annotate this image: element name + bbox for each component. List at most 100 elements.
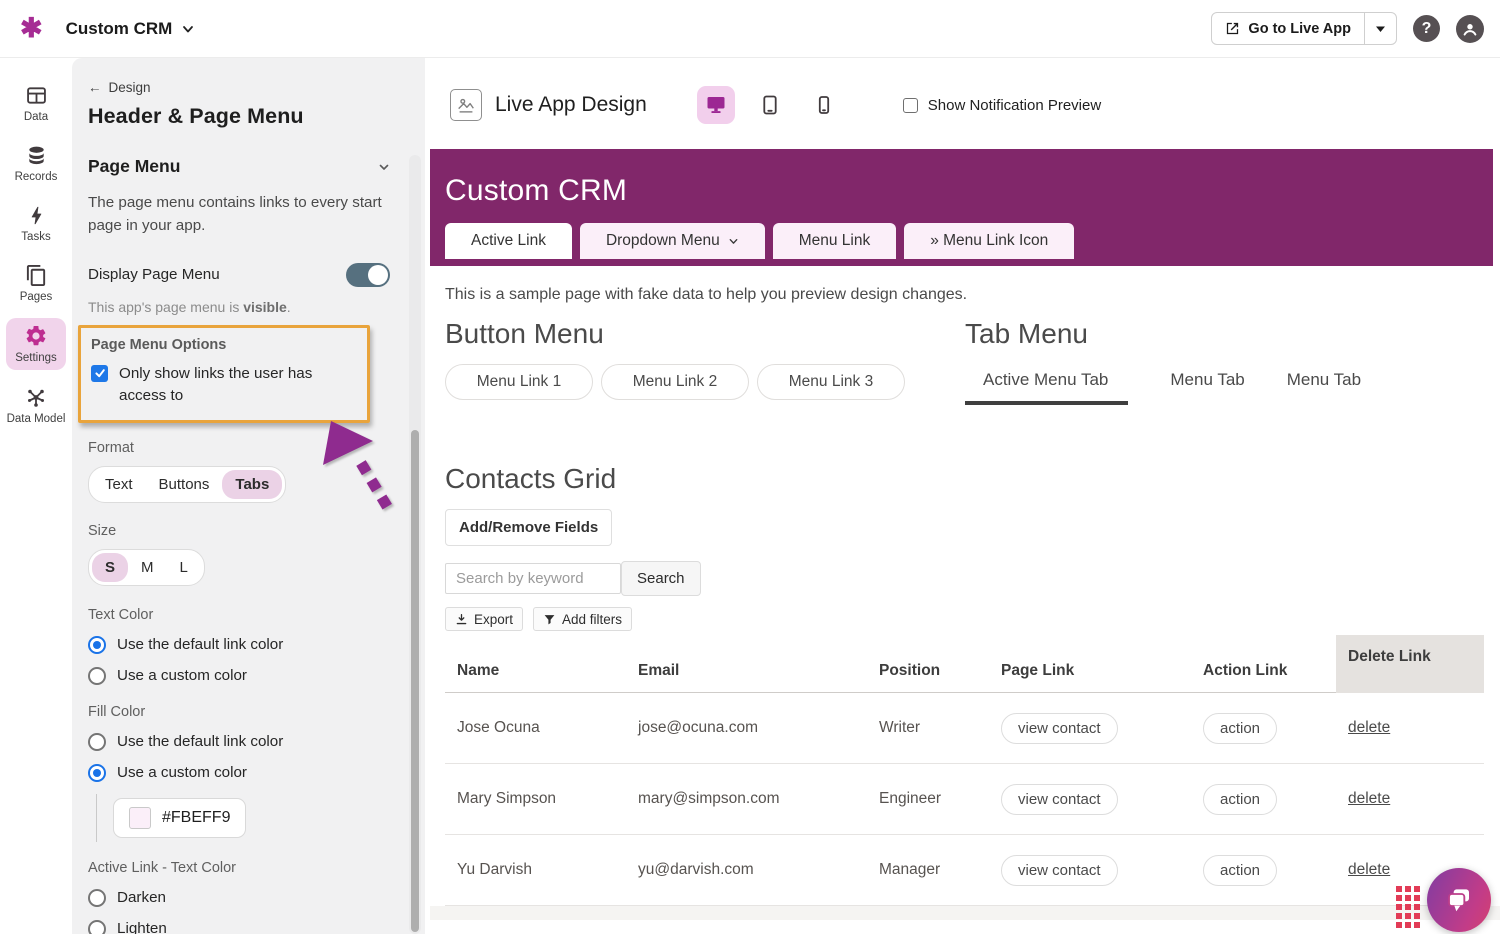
show-notification-preview-row[interactable]: Show Notification Preview [902,97,1101,114]
contacts-grid-title: Contacts Grid [445,463,617,494]
size-option-l[interactable]: L [179,558,188,576]
radio-icon[interactable] [88,919,106,934]
back-arrow-icon: ← [88,80,102,95]
format-option-tabs[interactable]: Tabs [222,469,283,499]
section-description: The page menu contains links to every st… [88,194,382,234]
sidebar-item-settings[interactable]: Settings [6,318,66,370]
radio-selected-icon[interactable] [88,635,106,654]
size-option-m[interactable]: M [141,558,154,576]
menu-tab-menu-link-icon[interactable]: » Menu Link Icon [904,223,1075,259]
sidebar-item-data-model[interactable]: Data Model [6,379,66,431]
text-color-custom-radio[interactable]: Use a custom color [88,666,390,685]
sidebar-item-pages[interactable]: Pages [6,258,66,309]
sidebar-item-tasks[interactable]: Tasks [6,198,66,249]
menu-tab[interactable]: Menu Tab [1170,370,1245,389]
fill-color-default-radio[interactable]: Use the default link color [88,732,390,751]
menu-link-1-button[interactable]: Menu Link 1 [445,364,593,400]
menu-tab-menu-link[interactable]: Menu Link [772,223,897,259]
caret-down-icon [1376,26,1385,32]
menu-tab-active-link[interactable]: Active Link [445,223,572,259]
desktop-preview-button[interactable] [696,86,735,124]
column-header-name[interactable]: Name [457,662,500,679]
go-to-live-app-label: Go to Live App [1248,20,1351,37]
format-option-text[interactable]: Text [105,475,133,493]
help-icon: ? [1421,19,1432,37]
page-menu-options-highlight-box: Page Menu Options Only show links the us… [78,324,370,423]
sidebar-item-records[interactable]: Records [6,138,66,189]
table-row: Jose Ocuna jose@ocuna.com Writer view co… [445,693,1484,764]
view-contact-button[interactable]: view contact [1001,712,1118,744]
view-contact-button[interactable]: view contact [1001,854,1118,886]
delete-link[interactable]: delete [1348,790,1391,807]
checkbox-label: Only show links the user has access to [119,364,313,404]
mobile-icon [818,96,829,114]
delete-link[interactable]: delete [1348,719,1391,736]
sidebar-item-label: Data Model [6,413,66,425]
panel-scrollbar-track[interactable] [409,155,421,934]
sidebar-item-label: Tasks [21,231,51,243]
app-switcher[interactable]: Custom CRM [66,19,196,39]
chat-widget-button[interactable] [1427,868,1491,932]
search-input[interactable] [445,563,621,594]
account-avatar-button[interactable] [1456,14,1484,43]
column-header-email[interactable]: Email [638,662,680,679]
page-menu-section-header[interactable]: Page Menu [88,156,390,177]
text-color-default-radio[interactable]: Use the default link color [88,635,390,654]
help-button[interactable]: ? [1413,15,1440,42]
action-button[interactable]: action [1203,712,1278,744]
chevron-down-icon [183,25,194,32]
radio-selected-icon[interactable] [88,763,106,782]
button-menu-title: Button Menu [445,318,604,349]
panel-scrollbar-thumb[interactable] [411,430,419,932]
add-filters-button[interactable]: Add filters [533,607,633,631]
size-option-s[interactable]: S [92,552,129,582]
fill-color-picker-field[interactable]: #FBEFF9 [113,797,247,838]
preview-page-menu: Active Link Dropdown Menu Menu Link » Me… [445,223,1493,259]
active-link-darken-radio[interactable]: Darken [88,888,390,907]
active-link-lighten-radio[interactable]: Lighten [88,919,390,934]
column-header-page-link[interactable]: Page Link [1001,662,1075,679]
back-to-design-link[interactable]: ← Design [88,80,390,95]
action-button[interactable]: action [1203,854,1278,886]
delete-link[interactable]: delete [1348,861,1391,878]
page-menu-options-title: Page Menu Options [91,336,227,353]
preview-app-header: Custom CRM Active Link Dropdown Menu Men… [430,149,1493,266]
menu-tab[interactable]: Menu Tab [1286,370,1362,389]
sidebar-item-data[interactable]: Data [6,78,66,129]
checkbox-checked-icon[interactable] [91,364,108,382]
column-header-position[interactable]: Position [879,662,941,679]
go-to-live-app-split-button: Go to Live App [1211,12,1397,45]
collapse-caret-icon [379,164,389,170]
section-title: Page Menu [88,156,181,176]
active-menu-tab[interactable]: Active Menu Tab [965,370,1129,405]
live-app-design-icon [450,89,482,121]
menu-link-2-button[interactable]: Menu Link 2 [601,364,749,400]
radio-icon[interactable] [88,888,106,907]
display-page-menu-toggle[interactable] [346,262,390,287]
format-segmented-control: Text Buttons Tabs [88,465,287,503]
checkbox-unchecked-icon[interactable] [902,97,918,113]
menu-tab-dropdown-menu[interactable]: Dropdown Menu [579,223,765,259]
column-header-action-link[interactable]: Action Link [1203,662,1288,679]
mobile-preview-button[interactable] [805,86,843,124]
radio-icon[interactable] [88,666,106,685]
gear-icon [26,325,46,346]
live-app-dropdown-button[interactable] [1364,13,1396,44]
export-button[interactable]: Export [445,607,524,631]
go-to-live-app-button[interactable]: Go to Live App [1212,13,1364,44]
menu-link-3-button[interactable]: Menu Link 3 [757,364,905,400]
only-show-links-checkbox-row[interactable]: Only show links the user has access to [91,363,357,407]
format-option-buttons[interactable]: Buttons [158,475,210,493]
color-swatch[interactable] [129,806,151,829]
app-logo-asterisk-icon[interactable]: ✱ [20,13,43,43]
add-remove-fields-button[interactable]: Add/Remove Fields [445,509,613,546]
column-header-delete-link[interactable]: Delete Link [1336,635,1484,693]
fill-color-custom-radio[interactable]: Use a custom color [88,763,390,782]
action-button[interactable]: action [1203,783,1278,815]
color-hex-value: #FBEFF9 [162,808,231,826]
radio-icon[interactable] [88,732,106,751]
search-button[interactable]: Search [621,561,701,596]
view-contact-button[interactable]: view contact [1001,783,1118,815]
text-color-label: Text Color [88,606,154,623]
tablet-preview-button[interactable] [751,86,789,124]
